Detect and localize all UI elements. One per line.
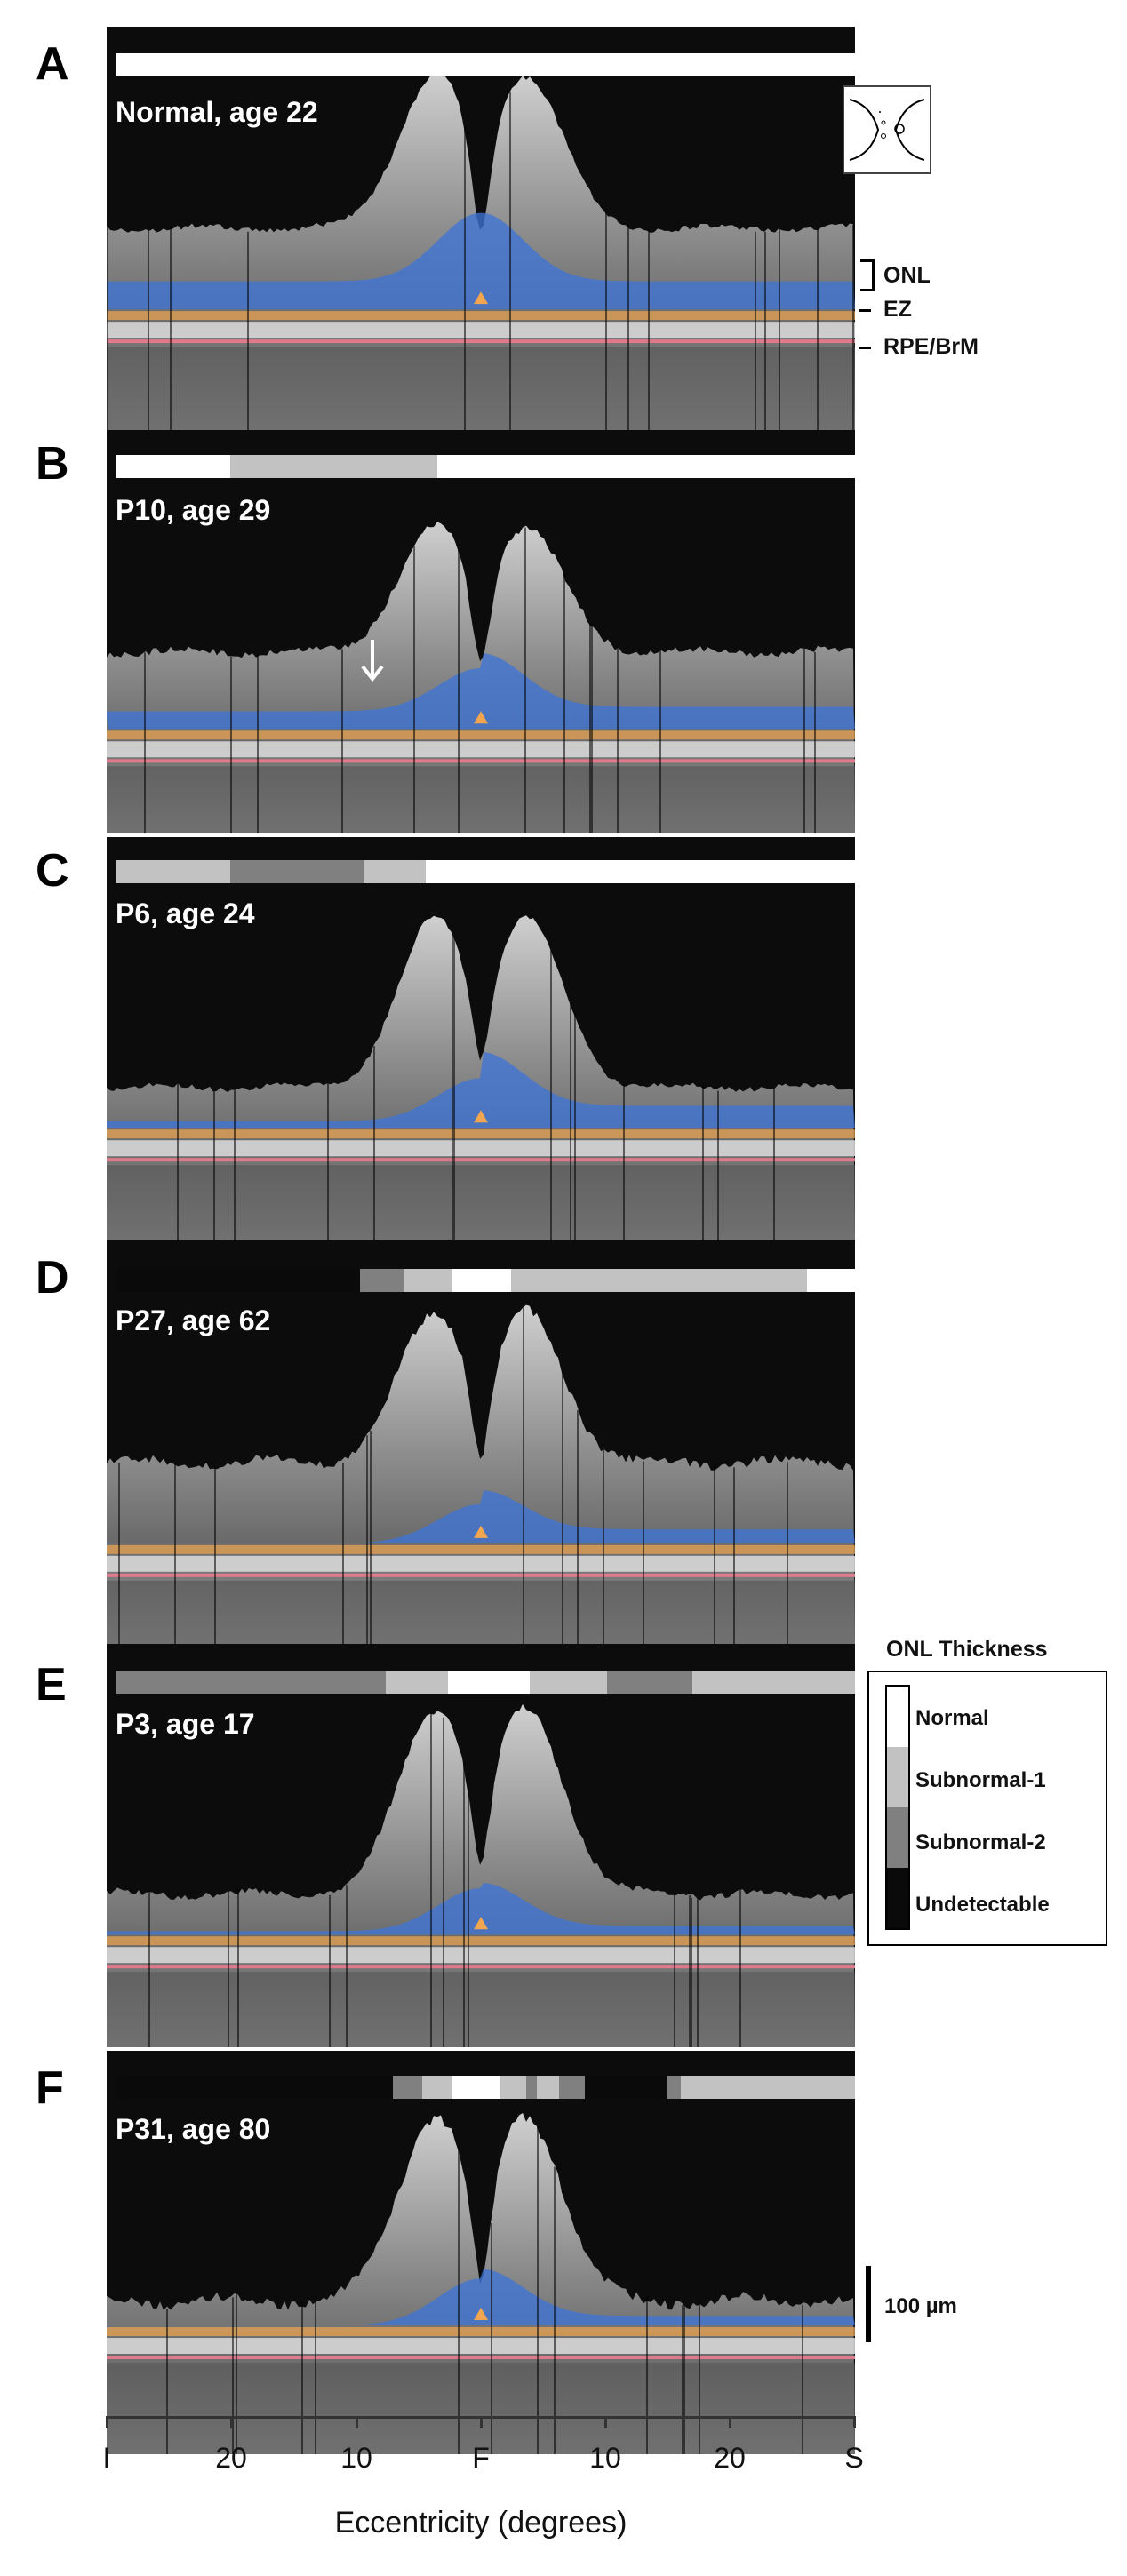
oct-scan-c [107,837,855,1240]
onl-bar-segment-subnormal2 [359,1269,404,1292]
onl-bar-segment-subnormal1 [385,1671,449,1694]
onl-bar-segment-normal [436,455,855,478]
oct-bscan-image [107,1644,855,2047]
panel-letter-f: F [36,2062,64,2114]
onl-thickness-bar-e [116,1671,855,1694]
onl-bar-segment-subnormal2 [607,1671,692,1694]
legend-box: Normal Subnormal-1 Subnormal-2 Undetecta… [867,1671,1107,1946]
onl-thickness-bar-a [116,53,855,76]
legend-swatch-subnormal-1 [887,1747,908,1807]
panel-letter-b: B [36,438,69,490]
panel-letter-a: A [36,38,69,90]
x-tick-label: 20 [714,2442,746,2474]
onl-thickness-bar-c [116,860,855,883]
oct-scan-e [107,1644,855,2047]
oct-scan-a [107,27,855,430]
panel-label-a: Normal, age 22 [116,96,318,128]
panel-label-f: P31, age 80 [116,2113,271,2145]
onl-bar-segment-normal [452,1269,512,1292]
onl-thickness-bar-f [116,2076,855,2099]
oct-bscan-image [107,837,855,1240]
ez-tick [859,309,871,312]
panel-label-d: P27, age 62 [116,1304,271,1336]
onl-bar-segment-subnormal1 [537,2076,560,2099]
panel-label-c: P6, age 24 [116,897,255,929]
down-arrow-icon [361,640,384,682]
onl-bar-segment-subnormal2 [666,2076,682,2099]
legend-swatch-subnormal-2 [887,1807,908,1868]
panel-label-e: P3, age 17 [116,1708,255,1740]
rpe-brm-layer-label: RPE/BrM [883,334,979,359]
legend-swatch-undetectable [887,1868,908,1928]
onl-bar-segment-subnormal1 [511,1269,807,1292]
legend-item-undetectable: Undetectable [915,1893,1050,1917]
oct-scan-b [107,430,855,833]
onl-bar-segment-subnormal1 [116,860,230,883]
legend-item-normal: Normal [915,1706,989,1730]
x-tick-label: 20 [215,2442,247,2474]
onl-thickness-bar-d [116,1269,855,1292]
x-tick [729,2416,731,2428]
oct-scan-d [107,1240,855,1644]
x-tick-label: 10 [589,2442,621,2474]
onl-bar-segment-subnormal2 [559,2076,586,2099]
panel-letter-c: C [36,845,69,897]
onl-bar-segment-normal [806,1269,855,1292]
onl-bar-segment-undetectable [116,2076,393,2099]
oct-bscan-image [107,2051,855,2454]
x-tick [604,2416,607,2428]
x-tick-label: F [472,2442,490,2474]
x-tick [230,2416,233,2428]
scale-bar [866,2266,871,2342]
onl-bar-segment-subnormal1 [691,1671,855,1694]
x-tick-label: 10 [340,2442,372,2474]
onl-bar-segment-subnormal2 [116,1671,386,1694]
onl-thickness-bar-b [116,455,855,478]
onl-bar-segment-normal [116,53,855,76]
onl-bar-segment-undetectable [116,1269,360,1292]
panel-label-b: P10, age 29 [116,494,271,526]
x-tick [356,2416,358,2428]
onl-bar-segment-subnormal2 [525,2076,538,2099]
onl-layer-label: ONL [883,263,931,288]
x-tick-label: I [102,2442,111,2474]
onl-bar-segment-normal [448,1671,530,1694]
x-tick [853,2416,856,2428]
rpe-tick [859,347,871,349]
legend-swatch-normal [887,1687,908,1747]
ez-layer-label: EZ [883,297,912,322]
oct-scan-f [107,2051,855,2454]
x-tick [480,2416,483,2428]
onl-bar-segment-normal [426,860,855,883]
onl-bar-segment-subnormal1 [422,2076,452,2099]
onl-bar-segment-subnormal1 [529,1671,608,1694]
onl-bar-segment-subnormal1 [681,2076,855,2099]
onl-bar-segment-normal [116,455,230,478]
oct-bscan-image [107,27,855,430]
oct-bscan-image [107,1240,855,1644]
onl-bar-segment-subnormal1 [229,455,437,478]
x-tick-label: S [844,2442,864,2474]
onl-bracket [860,259,875,291]
onl-bar-segment-subnormal2 [229,860,364,883]
onl-bar-segment-subnormal1 [404,1269,452,1292]
onl-bar-segment-subnormal1 [500,2076,526,2099]
legend-item-subnormal-1: Subnormal-1 [915,1768,1046,1792]
panel-letter-e: E [36,1659,67,1711]
fundus-inset-icon [843,85,931,174]
legend-title: ONL Thickness [886,1637,1048,1662]
panel-letter-d: D [36,1252,69,1304]
onl-bar-segment-normal [452,2076,500,2099]
x-tick [106,2416,108,2428]
onl-bar-segment-undetectable [585,2076,667,2099]
x-axis-title: Eccentricity (degrees) [334,2506,627,2540]
oct-bscan-image [107,430,855,833]
onl-bar-segment-subnormal2 [393,2076,423,2099]
legend-color-bar [885,1685,910,1930]
onl-bar-segment-subnormal1 [363,860,427,883]
scale-bar-label: 100 µm [884,2294,957,2318]
legend-item-subnormal-2: Subnormal-2 [915,1830,1046,1854]
